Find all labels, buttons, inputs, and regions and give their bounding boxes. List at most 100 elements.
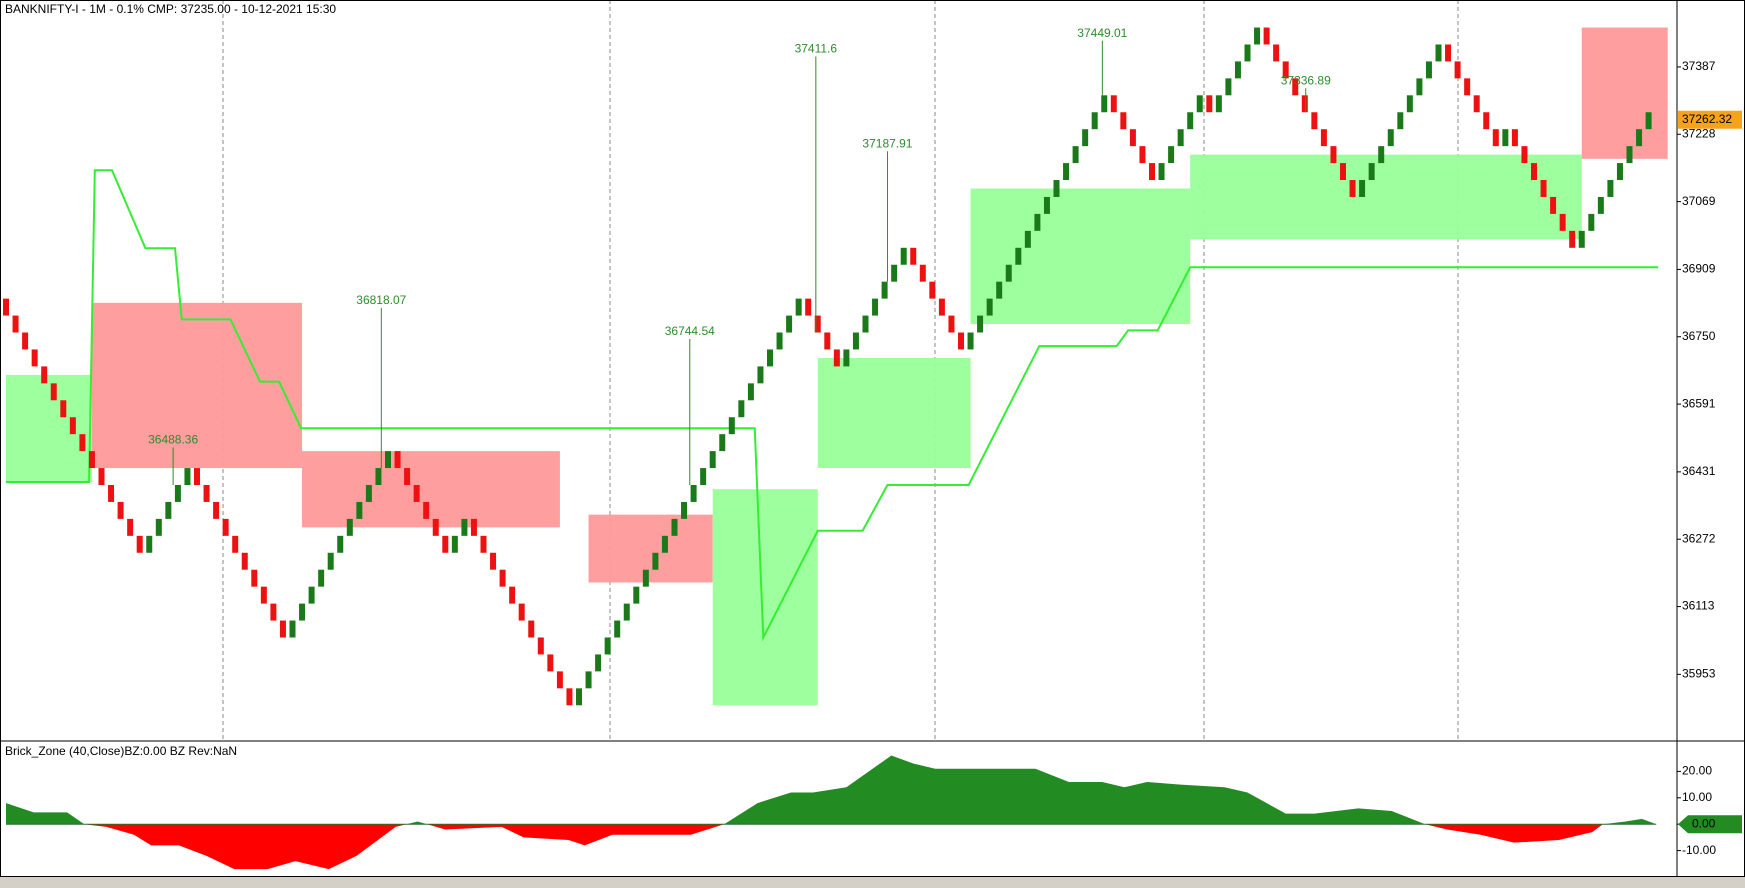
brick [3,298,9,316]
zone [588,514,713,583]
brick [385,451,391,469]
brick [394,451,401,469]
brick [1254,27,1261,45]
brick [1588,213,1595,231]
brick [795,298,802,316]
brick [1559,213,1566,231]
brick [833,349,840,367]
brick [1082,129,1089,147]
brick [595,654,602,672]
brick [194,468,200,486]
brick [690,485,697,502]
stop-line [6,169,1659,642]
brick [1645,112,1652,130]
brick [642,569,649,587]
indicator-title: Brick_Zone (40,Close)BZ:0.00 BZ Rev:NaN [5,744,237,758]
brick [948,315,955,333]
brick [767,349,773,367]
brick [413,485,420,502]
brick [1445,44,1452,62]
brick [633,586,640,604]
brick [241,552,248,570]
brick [499,569,506,587]
y-tick-label: 20.00 [1682,764,1712,778]
brick [50,383,57,401]
brick [757,366,764,384]
brick [270,603,277,621]
brick [566,688,573,706]
brick [709,451,716,469]
brick [1091,112,1098,130]
zone [302,451,560,528]
brick [1540,180,1547,197]
brick [509,586,516,604]
status-strip [0,877,1745,888]
y-tick-label: 36272 [1682,531,1716,545]
brick [251,569,258,587]
brick [1368,163,1375,181]
brick [356,501,363,519]
last-price-box [1678,110,1742,129]
brick [69,417,76,435]
brick [480,535,487,553]
y-tick-label: 36591 [1682,396,1716,410]
chart-title: BANKNIFTY-I - 1M - 0.1% CMP: 37235.00 - … [5,2,336,16]
brick [1473,95,1480,113]
brick [1425,61,1432,79]
brick [786,315,793,333]
brick [1492,129,1499,147]
y-tick-label: 36113 [1682,599,1715,613]
brick [222,518,229,536]
layers: 36488.36 36818.07 36744.54 37411.6 37187.91 3… [3,26,1668,870]
brick [337,535,344,553]
y-tick-label: 35953 [1682,667,1716,681]
brick [1340,163,1346,181]
brick [1569,230,1576,248]
brick [1378,146,1385,164]
brick [1005,264,1012,282]
brick [814,315,821,333]
brick [1435,44,1442,62]
brick [671,518,678,536]
y-tick-label: 36431 [1682,464,1716,478]
last-price-label: 37262.32 [1682,112,1732,126]
brick [881,281,888,299]
annotation-label: 37411.6 [795,42,838,56]
brick [1139,146,1146,164]
brick [1053,180,1060,197]
brick [1607,180,1614,197]
brick [1521,146,1528,164]
brick [1416,78,1423,96]
brick [1616,163,1623,181]
y-tick-label: -10.00 [1682,843,1716,857]
brick [661,535,668,553]
brick [1531,163,1537,181]
brick [365,485,372,502]
brick [1406,95,1413,113]
brick [776,332,783,350]
brick [1511,129,1518,147]
annotation-label: 36488.36 [148,433,198,447]
brick [404,468,411,486]
brick [174,485,181,502]
brick [1320,129,1327,147]
brick [146,535,153,553]
brick [576,688,582,706]
brick [1225,78,1232,96]
brick [977,315,984,333]
annotation-label: 37187.91 [862,136,912,150]
y-tick-label: 36909 [1682,262,1716,276]
brick [1550,196,1557,214]
brick [891,264,898,282]
annotation-label: 36744.54 [665,324,715,338]
brick [1196,95,1203,113]
brick [919,264,926,282]
brick [1301,95,1308,113]
brick [1330,146,1337,164]
brick [108,485,115,502]
y-tick-label: 37387 [1682,59,1716,73]
brick [88,451,95,469]
brick [1626,146,1633,164]
brick [327,552,334,570]
